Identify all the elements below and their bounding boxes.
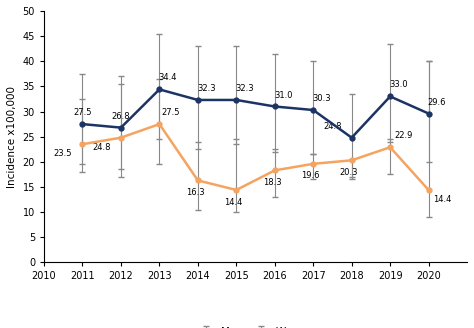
Text: 14.4: 14.4 bbox=[433, 195, 452, 204]
Text: 24.8: 24.8 bbox=[92, 143, 111, 152]
Text: 29.6: 29.6 bbox=[428, 98, 446, 107]
Text: 33.0: 33.0 bbox=[389, 80, 408, 90]
Text: 22.9: 22.9 bbox=[395, 131, 413, 140]
Text: 23.5: 23.5 bbox=[54, 149, 73, 158]
Text: 31.0: 31.0 bbox=[274, 91, 292, 100]
Text: 20.3: 20.3 bbox=[340, 168, 358, 177]
Y-axis label: Incidence x100,000: Incidence x100,000 bbox=[7, 86, 17, 188]
Text: 16.3: 16.3 bbox=[186, 188, 204, 197]
Text: 32.3: 32.3 bbox=[235, 84, 254, 93]
Text: 19.6: 19.6 bbox=[301, 172, 319, 180]
Text: 24.8: 24.8 bbox=[323, 122, 341, 131]
Text: 26.8: 26.8 bbox=[112, 112, 130, 121]
Text: 14.4: 14.4 bbox=[224, 198, 243, 207]
Text: 30.3: 30.3 bbox=[312, 94, 331, 103]
Legend: Men, Women: Men, Women bbox=[191, 323, 319, 328]
Text: 34.4: 34.4 bbox=[158, 73, 177, 82]
Text: 27.5: 27.5 bbox=[161, 108, 180, 117]
Text: 18.3: 18.3 bbox=[263, 178, 281, 187]
Text: 32.3: 32.3 bbox=[197, 84, 216, 93]
Text: 27.5: 27.5 bbox=[73, 108, 92, 117]
